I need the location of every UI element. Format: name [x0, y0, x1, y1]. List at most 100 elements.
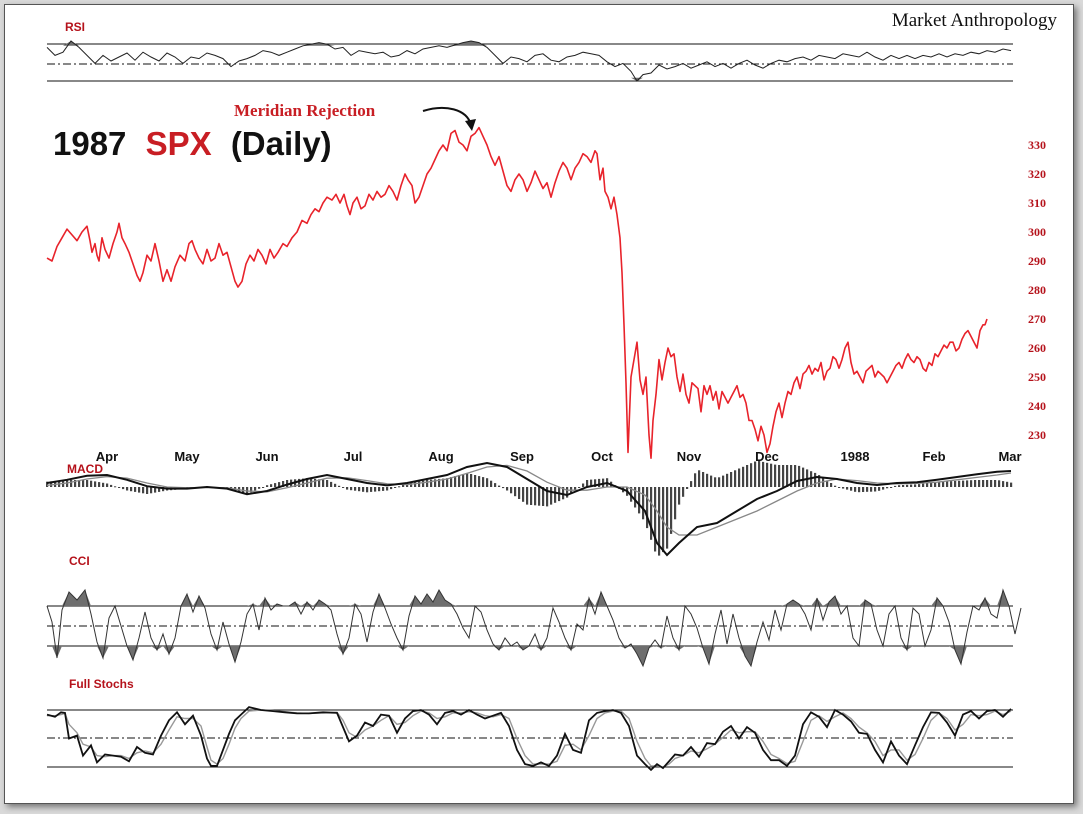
macd-histogram-bar — [598, 478, 601, 487]
x-tick-label: Nov — [677, 449, 702, 464]
macd-histogram-bar — [550, 487, 553, 505]
macd-histogram-bar — [842, 487, 845, 489]
macd-histogram-bar — [594, 479, 597, 487]
macd-histogram-bar — [46, 481, 49, 487]
macd-histogram-bar — [78, 480, 81, 487]
macd-histogram-bar — [446, 478, 449, 487]
macd-histogram-bar — [1006, 481, 1009, 487]
macd-histogram-bar — [522, 487, 525, 502]
macd-histogram-bar — [846, 487, 849, 490]
macd-histogram-bar — [74, 480, 77, 487]
macd-histogram-bar — [906, 484, 909, 487]
y-tick-label: 300 — [1028, 225, 1046, 239]
macd-histogram-bar — [510, 487, 513, 494]
macd-histogram-bar — [674, 487, 677, 520]
macd-histogram-bar — [378, 487, 381, 492]
macd-histogram-bar — [498, 485, 501, 487]
cci-pane — [46, 588, 1022, 668]
macd-histogram-bar — [734, 470, 737, 487]
macd-histogram-bar — [310, 478, 313, 487]
macd-histogram-bar — [934, 482, 937, 487]
rsi-overbought-fill — [47, 41, 1011, 46]
macd-histogram-bar — [258, 487, 261, 489]
stochs-label: Full Stochs — [69, 677, 134, 691]
title-year: 1987 — [53, 125, 126, 162]
macd-histogram-bar — [98, 482, 101, 487]
macd-histogram-bar — [750, 463, 753, 487]
macd-histogram-bar — [474, 475, 477, 487]
rsi-label: RSI — [65, 20, 85, 34]
macd-histogram-bar — [962, 480, 965, 487]
chart-frame: 230 240 250 260 270 280 290 300 310 320 330 Apr May J… — [4, 4, 1074, 804]
macd-histogram-bar — [562, 487, 565, 500]
macd-histogram-bar — [678, 487, 681, 505]
macd-histogram-bar — [126, 487, 129, 491]
macd-histogram-bar — [366, 487, 369, 493]
macd-histogram-bar — [902, 485, 905, 487]
macd-histogram-bar — [286, 480, 289, 487]
macd-histogram-bar — [738, 468, 741, 487]
macd-histogram-bar — [330, 481, 333, 487]
cci-line — [46, 588, 1022, 668]
macd-histogram-bar — [346, 487, 349, 490]
macd-histogram-bar — [302, 478, 305, 487]
macd-histogram-bar — [430, 479, 433, 487]
macd-histogram-bar — [826, 480, 829, 487]
macd-label: MACD — [67, 462, 103, 476]
cci-upper-fill — [47, 590, 1021, 606]
macd-histogram-bar — [690, 481, 693, 487]
y-tick-label: 260 — [1028, 341, 1046, 355]
macd-histogram-bar — [546, 487, 549, 507]
macd-histogram-bar — [374, 487, 377, 492]
macd-histogram-bar — [586, 480, 589, 487]
macd-histogram-bar — [86, 480, 89, 487]
macd-histogram-bar — [830, 483, 833, 487]
macd-histogram-bar — [142, 487, 145, 494]
meridian-rejection-arrow — [422, 106, 472, 126]
macd-histogram-bar — [786, 465, 789, 487]
macd-histogram-bar — [418, 481, 421, 487]
macd-histogram-bar — [478, 476, 481, 487]
spx-price-line — [46, 126, 988, 459]
x-tick-label: Mar — [998, 449, 1021, 464]
macd-histogram-bar — [82, 480, 85, 487]
y-tick-label: 280 — [1028, 283, 1046, 297]
macd-histogram-bar — [414, 482, 417, 487]
macd-histogram-bar — [814, 472, 817, 487]
title-period: (Daily) — [231, 125, 332, 162]
macd-histogram-bar — [914, 484, 917, 487]
macd-signal-line — [46, 464, 1012, 536]
macd-histogram-bar — [758, 461, 761, 487]
price-pane: 230 240 250 260 270 280 290 300 310 320 330 Apr May J… — [46, 126, 1046, 464]
macd-histogram-bar — [950, 481, 953, 487]
macd-histogram-bar — [490, 480, 493, 487]
rsi-line — [46, 40, 1012, 82]
macd-histogram-bar — [158, 487, 161, 492]
macd-histogram-bar — [442, 478, 445, 487]
macd-histogram-bar — [538, 487, 541, 506]
macd-histogram-bar — [382, 487, 385, 491]
macd-histogram-bar — [494, 483, 497, 487]
macd-histogram-bar — [350, 487, 353, 491]
macd-histogram-bar — [114, 486, 117, 488]
macd-histogram-bar — [694, 473, 697, 487]
macd-histogram-bar — [722, 475, 725, 487]
macd-histogram-bar — [458, 475, 461, 487]
macd-histogram-bar — [278, 482, 281, 487]
macd-histogram-bar — [874, 487, 877, 492]
macd-histogram-bar — [850, 487, 853, 491]
macd-histogram-bar — [338, 485, 341, 487]
macd-histogram-bar — [130, 487, 133, 492]
y-tick-label: 330 — [1028, 138, 1046, 152]
macd-histogram-bar — [778, 465, 781, 487]
macd-histogram-bar — [470, 474, 473, 487]
x-tick-label: Apr — [96, 449, 118, 464]
macd-histogram-bar — [990, 480, 993, 487]
macd-histogram-bar — [530, 487, 533, 505]
macd-histogram-bar — [646, 487, 649, 529]
x-tick-label: Jun — [255, 449, 278, 464]
macd-histogram-bar — [654, 487, 657, 552]
macd-histogram-bar — [370, 487, 373, 492]
macd-histogram-bar — [274, 483, 277, 487]
macd-histogram-bar — [406, 483, 409, 487]
